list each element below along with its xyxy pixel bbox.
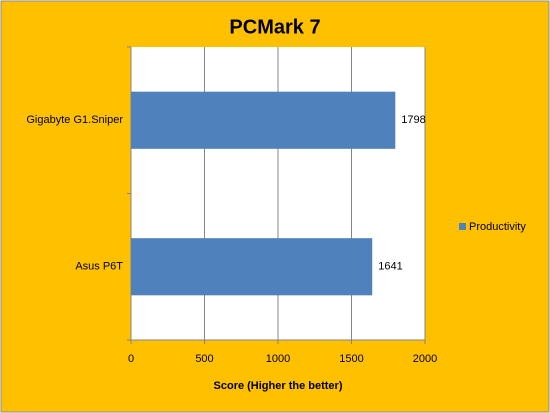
- x-tick-label: 1500: [339, 353, 363, 365]
- data-label: 1641: [378, 261, 402, 273]
- legend-label: Productivity: [469, 221, 526, 233]
- y-tick-label: Gigabyte G1.Sniper: [26, 114, 123, 126]
- bar: [131, 91, 396, 149]
- data-label: 1798: [401, 114, 425, 126]
- y-tick-label: Asus P6T: [75, 261, 123, 273]
- chart-title: PCMark 7: [229, 16, 320, 38]
- x-tick-label: 1000: [266, 353, 290, 365]
- x-tick-label: 0: [128, 353, 134, 365]
- x-tick-label: 500: [195, 353, 213, 365]
- x-axis-title: Score (Higher the better): [214, 380, 343, 392]
- bar: [131, 238, 373, 296]
- legend-swatch: [459, 223, 466, 230]
- x-tick-label: 2000: [413, 353, 437, 365]
